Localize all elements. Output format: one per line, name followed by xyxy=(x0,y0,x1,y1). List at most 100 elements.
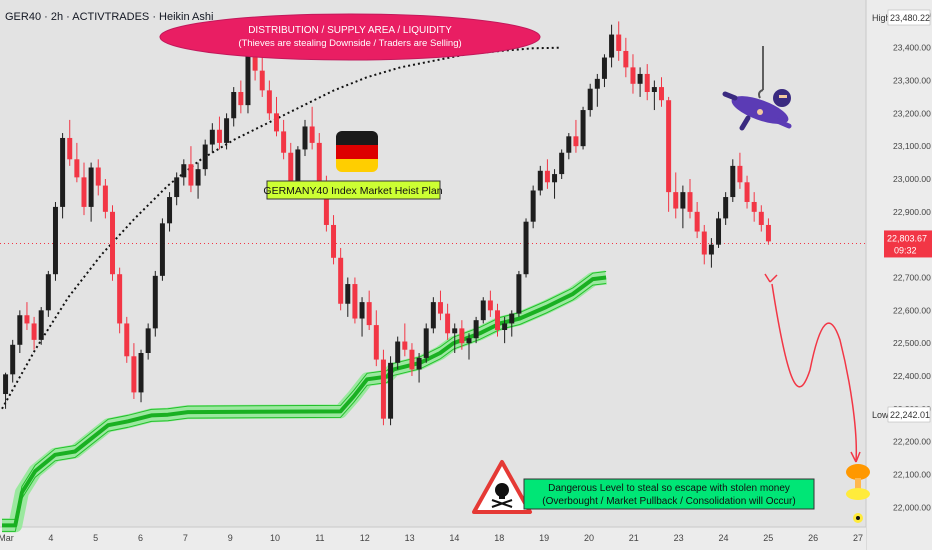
candle-body xyxy=(302,126,308,150)
candle xyxy=(758,205,764,232)
time-axis-panel[interactable] xyxy=(0,527,866,550)
time-label: 14 xyxy=(449,533,459,543)
candle xyxy=(316,133,322,186)
candle xyxy=(181,159,187,186)
candle xyxy=(480,297,486,324)
candle xyxy=(302,119,308,157)
candle-body xyxy=(373,325,379,360)
heist-plan-label[interactable]: GERMANY40 Index Market Heist Plan xyxy=(263,180,443,200)
candle xyxy=(102,179,108,219)
candle-body xyxy=(131,356,137,393)
candle-body xyxy=(380,359,386,419)
time-label: 25 xyxy=(763,533,773,543)
price-tick-label: 22,600.00 xyxy=(893,305,931,315)
candle xyxy=(224,113,230,150)
candle-body xyxy=(345,284,351,304)
candle-body xyxy=(259,70,265,91)
candle xyxy=(380,349,386,426)
candle xyxy=(694,201,700,239)
candle xyxy=(331,215,337,265)
candle-body xyxy=(181,164,187,178)
candle-body xyxy=(266,90,272,114)
candle-body xyxy=(309,126,315,143)
price-tick-label: 23,200.00 xyxy=(893,108,931,118)
time-axis-labels: Mar 4 5 6 7 9 10 11 12 13 14 18 19 20 21 23 24 25 26 27 xyxy=(0,533,863,543)
support-band-lower xyxy=(2,283,607,532)
candle-body xyxy=(495,310,501,331)
price-tick-label: 23,000.00 xyxy=(893,174,931,184)
candle xyxy=(466,333,472,360)
price-tick-label: 22,500.00 xyxy=(893,338,931,348)
candle xyxy=(388,356,394,426)
candle xyxy=(459,320,465,350)
candle-body xyxy=(252,49,258,71)
candle xyxy=(452,323,458,353)
candle xyxy=(31,316,37,350)
price-scale-panel[interactable] xyxy=(866,0,932,550)
candle-body xyxy=(24,315,30,324)
candle-body xyxy=(623,50,629,68)
candle xyxy=(658,77,664,107)
candle-body xyxy=(245,49,251,106)
low-badge: Low 22,242.01 xyxy=(872,406,931,423)
candle xyxy=(473,316,479,344)
candle xyxy=(395,336,401,370)
candle xyxy=(673,172,679,219)
time-label: 13 xyxy=(405,533,415,543)
candle-body xyxy=(594,78,600,89)
candle xyxy=(17,310,23,353)
candle xyxy=(366,290,372,331)
candle xyxy=(723,192,729,225)
candle xyxy=(423,323,429,363)
candle-body xyxy=(138,353,144,393)
candle xyxy=(552,169,558,199)
candle-body xyxy=(644,73,650,92)
candle-body xyxy=(673,192,679,209)
price-tick-label: 22,000.00 xyxy=(893,502,931,512)
candle-body xyxy=(716,218,722,245)
candle-body xyxy=(352,284,358,319)
danger-sign-icon xyxy=(472,460,532,514)
candle xyxy=(609,24,615,68)
candle-body xyxy=(174,177,180,198)
candle xyxy=(309,106,315,150)
candle-body xyxy=(188,164,194,186)
candle-body xyxy=(331,224,337,258)
germany-flag-icon xyxy=(336,131,378,172)
price-tick-label: 22,400.00 xyxy=(893,371,931,381)
candle xyxy=(145,323,151,360)
candle-body xyxy=(430,302,436,329)
candle-body xyxy=(680,192,686,209)
candle xyxy=(409,343,415,376)
candle xyxy=(117,267,123,334)
thief-icon xyxy=(722,46,792,131)
plot-area[interactable] xyxy=(0,0,866,527)
candle xyxy=(594,73,600,107)
candle-body xyxy=(402,341,408,350)
danger-level-line1: Dangerous Level to steal so escape with … xyxy=(548,483,790,494)
candle xyxy=(60,133,66,219)
candle-body xyxy=(445,313,451,334)
candle-body xyxy=(523,221,529,275)
candle-body xyxy=(580,110,586,147)
candle-body xyxy=(67,137,73,160)
candle-body xyxy=(152,275,158,329)
distribution-annotation[interactable]: DISTRIBUTION / SUPPLY AREA / LIQUIDITY (… xyxy=(159,13,541,61)
candle-body xyxy=(616,34,622,51)
candle xyxy=(359,297,365,337)
candle-body xyxy=(359,302,365,319)
candle xyxy=(573,119,579,153)
candle xyxy=(238,80,244,114)
time-label: 20 xyxy=(584,533,594,543)
candle xyxy=(402,323,408,357)
candle xyxy=(74,142,80,183)
candle xyxy=(587,83,593,117)
candle xyxy=(81,162,87,216)
candle xyxy=(644,64,650,101)
candle xyxy=(231,87,237,127)
candle-body xyxy=(723,197,729,219)
candle-body xyxy=(630,67,636,84)
danger-level-label[interactable]: Dangerous Level to steal so escape with … xyxy=(523,478,815,510)
candle xyxy=(352,277,358,324)
